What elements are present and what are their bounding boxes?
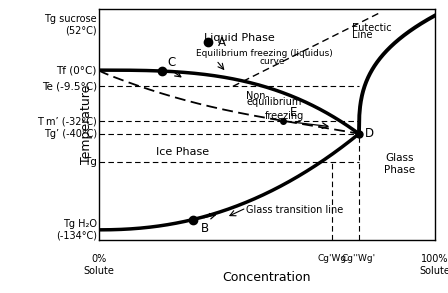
Text: equilibrium: equilibrium (246, 97, 302, 107)
Text: Equilibrium freezing (liquidus): Equilibrium freezing (liquidus) (196, 50, 333, 58)
Y-axis label: Temperature: Temperature (80, 85, 93, 164)
Text: A: A (218, 36, 226, 49)
Text: Cg'Wg: Cg'Wg (318, 254, 347, 263)
Text: C: C (168, 56, 176, 69)
Text: Cg''Wg': Cg''Wg' (342, 254, 376, 263)
Text: Tg: Tg (84, 156, 97, 166)
Text: Tg H₂O
(-134°C): Tg H₂O (-134°C) (56, 219, 97, 241)
X-axis label: Concentration: Concentration (222, 271, 311, 284)
Text: Te (-9.5°C): Te (-9.5°C) (42, 81, 97, 91)
Text: 100%
Solute: 100% Solute (419, 254, 448, 276)
Text: Glass transition line: Glass transition line (246, 205, 344, 215)
Text: Tg sucrose
(52°C): Tg sucrose (52°C) (44, 14, 97, 36)
Text: Liquid Phase: Liquid Phase (204, 33, 275, 43)
Text: Line: Line (352, 30, 373, 40)
Text: 0%
Solute: 0% Solute (83, 254, 114, 276)
Text: Tf (0°C): Tf (0°C) (56, 65, 97, 75)
Text: Tg’ (-40°C): Tg’ (-40°C) (44, 129, 97, 139)
Text: B: B (201, 222, 209, 235)
Text: T m’ (-32°C): T m’ (-32°C) (37, 116, 97, 126)
Text: E: E (290, 105, 297, 119)
Text: curve: curve (260, 57, 285, 66)
Text: D: D (365, 127, 374, 140)
Text: freezing: freezing (265, 111, 304, 121)
Text: Non-: Non- (246, 91, 269, 100)
Text: Ice Phase: Ice Phase (156, 147, 209, 157)
Text: Eutectic: Eutectic (352, 23, 392, 33)
Text: Glass
Phase: Glass Phase (384, 153, 415, 175)
